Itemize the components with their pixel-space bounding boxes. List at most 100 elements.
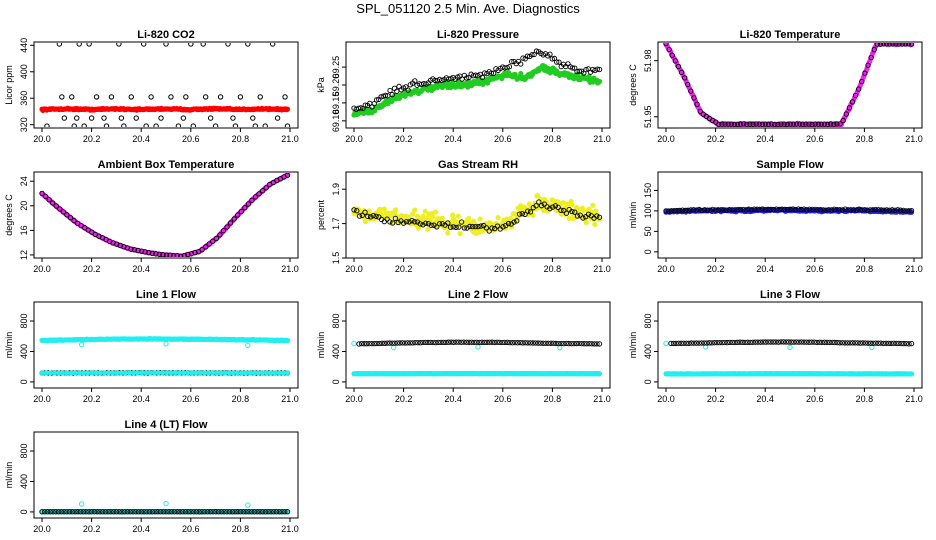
co2-point	[252, 123, 258, 127]
pressure-point	[520, 55, 526, 61]
line2-point	[540, 340, 546, 346]
line2-point	[555, 340, 562, 347]
line4-point	[160, 509, 167, 515]
box_temp-point	[131, 247, 138, 253]
line2-point	[566, 340, 572, 347]
line4-point	[122, 509, 128, 515]
line4-xtick-label: 20.8	[232, 524, 250, 534]
rh-point	[466, 215, 472, 222]
line3-point	[750, 339, 756, 345]
line3-point	[847, 340, 853, 346]
line1-point	[151, 370, 157, 376]
licor_temp-point	[908, 43, 915, 47]
sample_flow-point	[892, 207, 898, 213]
rh-point	[592, 221, 598, 227]
sample_flow-point	[793, 206, 799, 213]
co2-point	[71, 123, 77, 127]
line3-point	[675, 340, 682, 346]
co2-ylabel: Licor ppm	[4, 65, 14, 105]
line3-point	[663, 340, 669, 347]
sample_flow-ylabel: ml/min	[628, 202, 638, 229]
sample_flow-point	[889, 207, 895, 213]
sample_flow-point	[704, 207, 711, 213]
sample_flow-point	[817, 207, 824, 213]
rh-xtick-label: 20.6	[494, 264, 512, 274]
line2-xtick-label: 20.2	[395, 394, 413, 404]
line1-point	[245, 342, 251, 349]
licor_temp-point	[843, 111, 849, 117]
line1-point	[105, 370, 112, 376]
box_temp-point	[245, 201, 252, 207]
licor_temp-point	[694, 101, 700, 107]
line4-point	[61, 509, 67, 515]
rh-point	[434, 224, 440, 230]
line1-point	[189, 370, 195, 376]
licor_temp-point	[790, 121, 797, 127]
co2-point	[269, 43, 276, 47]
rh-point	[590, 202, 596, 208]
rh-points	[351, 192, 603, 237]
line4-point	[265, 509, 271, 515]
line1-point	[143, 370, 149, 376]
licor_temp-point	[890, 43, 896, 47]
line1-point	[68, 370, 74, 376]
rh-point	[436, 221, 443, 227]
line2-point	[476, 339, 482, 346]
line1-point	[51, 370, 58, 376]
sample_flow-point	[861, 207, 868, 213]
rh-point	[464, 225, 470, 231]
box_temp-series-0	[39, 173, 291, 257]
sample_flow-point	[886, 207, 893, 213]
line2-point	[561, 340, 567, 347]
rh-point	[475, 223, 481, 230]
licor_temp-point	[762, 121, 769, 127]
line4-point	[83, 509, 89, 515]
line3-point	[693, 340, 700, 346]
licor_temp-point	[775, 121, 781, 127]
line4-point	[141, 509, 147, 515]
line4-series-1	[78, 500, 251, 508]
rh-point	[505, 220, 512, 227]
line4-point	[116, 509, 122, 515]
line4-point	[174, 509, 180, 515]
licor_temp-point	[719, 121, 725, 127]
line2-point	[584, 341, 590, 347]
line2-point	[586, 341, 592, 347]
sample_flow-point	[751, 206, 757, 212]
line2-point	[563, 340, 569, 347]
box_temp-point	[135, 247, 141, 254]
line4-point	[108, 509, 114, 515]
line3-point	[775, 339, 782, 345]
line4-point	[94, 509, 100, 515]
line4-ylabel: ml/min	[4, 462, 14, 489]
line4-point	[232, 509, 238, 515]
sample_flow-point	[707, 207, 713, 213]
rh-point	[547, 206, 553, 212]
line3-point	[714, 339, 720, 346]
pressure-point	[479, 74, 486, 81]
line3-xtick-label: 21.0	[905, 394, 923, 404]
line4-point	[100, 509, 106, 515]
line4-point	[229, 509, 235, 515]
sample_flow-point	[746, 206, 752, 212]
line2-point	[468, 339, 475, 345]
line3-point	[903, 340, 910, 347]
page-title: SPL_051120 2.5 Min. Ave. Diagnostics	[356, 1, 580, 16]
co2-xtick-label: 20.4	[132, 134, 150, 144]
line3-xtick-label: 20.0	[657, 394, 675, 404]
line2-point	[420, 339, 426, 346]
sample_flow-point	[848, 207, 854, 213]
line2-point	[412, 340, 418, 346]
box_temp-point	[163, 252, 170, 257]
licor_temp-xtick-label: 20.8	[856, 134, 874, 144]
rh-point	[447, 224, 454, 230]
licor_temp-point	[744, 121, 750, 127]
co2-point	[237, 94, 244, 100]
line4-xtick-label: 20.2	[83, 524, 101, 534]
line1-point	[272, 370, 278, 376]
licor_temp-point	[697, 108, 703, 115]
co2-point	[250, 115, 256, 121]
line4-point	[75, 509, 81, 515]
line3-point	[729, 339, 736, 345]
sample_flow-point	[693, 207, 699, 213]
